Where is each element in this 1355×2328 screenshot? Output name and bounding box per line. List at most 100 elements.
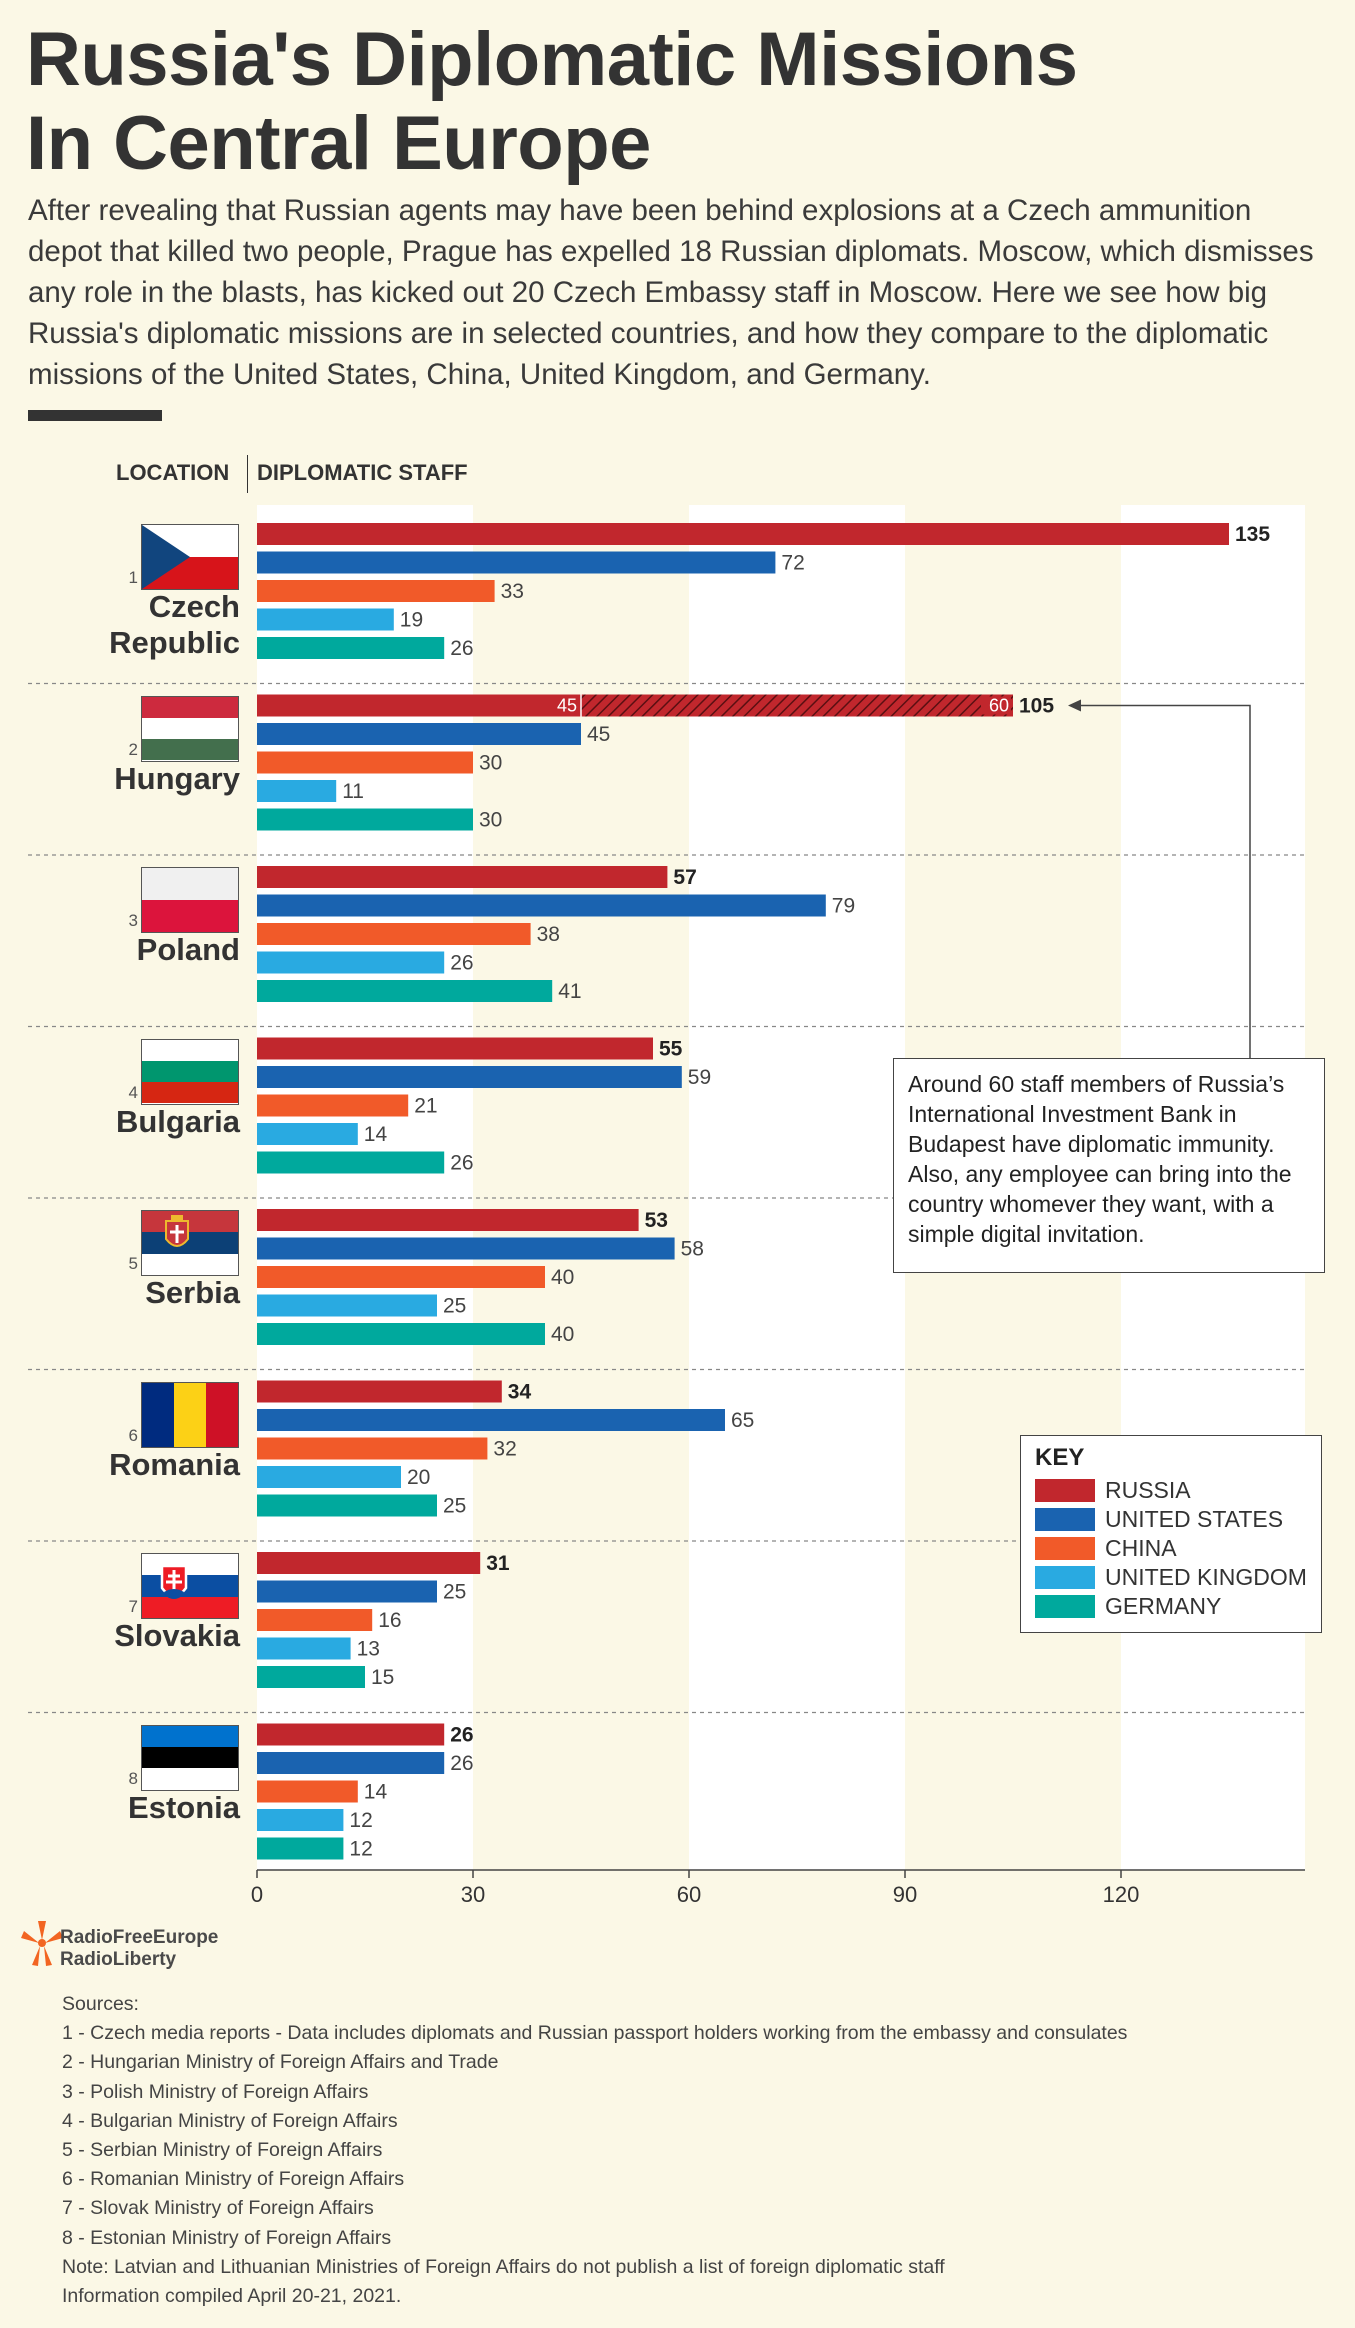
source-line: Sources: (62, 1993, 139, 2015)
x-tick-label: 90 (893, 1882, 917, 1907)
legend-label: UNITED KINGDOM (1105, 1564, 1307, 1590)
bar-poland-russia (257, 866, 668, 888)
flag-hungary-icon (142, 696, 238, 761)
bar-romania-germany (257, 1494, 437, 1517)
value-label-czech-republic-united-states: 72 (781, 552, 804, 575)
flag-slovakia-icon (142, 1554, 238, 1618)
bar-estonia-united-kingdom (257, 1809, 344, 1831)
bar-slovakia-russia (257, 1552, 481, 1574)
value-label-hungary-united-kingdom: 11 (342, 780, 364, 803)
legend-swatch (1035, 1537, 1095, 1560)
title-line-2: In Central Europe (26, 101, 651, 186)
bar-bulgaria-united-states (257, 1066, 682, 1088)
value-label-hungary-germany: 30 (479, 809, 502, 832)
legend-item-germany: GERMANY (1035, 1592, 1307, 1621)
bar-czech-republic-united-states (257, 551, 776, 574)
value-label-poland-china: 38 (537, 923, 560, 946)
source-line: 7 - Slovak Ministry of Foreign Affairs (62, 2197, 374, 2220)
logo-line-1: RadioFreeEurope (60, 1927, 219, 1948)
bar-romania-united-states (257, 1409, 725, 1431)
bar-serbia-united-states (257, 1237, 675, 1260)
value-label-bulgaria-russia: 55 (659, 1038, 683, 1061)
legend-title: KEY (1035, 1444, 1085, 1471)
source-line: Note: Latvian and Lithuanian Ministries … (62, 2255, 945, 2278)
value-label-hungary-russia: 105 (1019, 695, 1054, 718)
legend-swatch (1035, 1595, 1095, 1618)
country-number: 3 (128, 911, 138, 930)
bar-hungary-united-kingdom (257, 780, 337, 802)
country-name-estonia: Estonia (128, 1789, 240, 1825)
value-label-bulgaria-united-kingdom: 14 (364, 1123, 388, 1146)
header-divider (247, 455, 248, 493)
source-line: 1 - Czech media reports - Data includes … (62, 2022, 1128, 2045)
bar-bulgaria-united-kingdom (257, 1123, 358, 1145)
legend-swatch (1035, 1479, 1095, 1502)
value-label-estonia-united-kingdom: 12 (349, 1809, 372, 1832)
value-label-serbia-united-kingdom: 25 (443, 1295, 466, 1318)
country-name-poland: Poland (136, 932, 240, 967)
country-number: 7 (128, 1597, 138, 1616)
rferl-wordmark: RadioFreeEurope RadioLiberty (60, 1927, 218, 1971)
x-tick-label: 30 (461, 1882, 485, 1907)
bar-poland-united-kingdom (257, 951, 445, 974)
bar-hungary-germany (257, 808, 473, 831)
bar-romania-united-kingdom (257, 1466, 401, 1488)
country-name-bulgaria: Bulgaria (115, 1103, 240, 1139)
value-label-slovakia-united-kingdom: 13 (357, 1638, 380, 1661)
value-label-estonia-united-states: 26 (450, 1752, 473, 1775)
title-line-1: Russia's Diplomatic Missions (26, 17, 1078, 102)
staff-header: DIPLOMATIC STAFF (257, 460, 468, 485)
value-label-estonia-russia: 26 (450, 1724, 473, 1747)
bar-slovakia-china (257, 1609, 373, 1631)
bar-serbia-russia (257, 1209, 639, 1231)
value-label-serbia-china: 40 (551, 1266, 574, 1289)
bar-serbia-germany (257, 1323, 545, 1345)
value-label-romania-china: 32 (493, 1438, 516, 1461)
page-title: Russia's Diplomatic Missions In Central … (26, 18, 1326, 186)
bar-romania-russia (257, 1380, 502, 1403)
bar-estonia-united-states (257, 1752, 445, 1774)
bar-estonia-germany (257, 1837, 344, 1860)
country-number: 4 (128, 1082, 138, 1102)
country-name-romania: Romania (109, 1446, 240, 1482)
country-name-slovakia: Slovakia (114, 1618, 240, 1653)
value-label-bulgaria-united-states: 59 (688, 1066, 711, 1089)
bar-hungary-china (257, 751, 473, 774)
legend-swatch (1035, 1508, 1095, 1531)
bar-slovakia-germany (257, 1666, 365, 1688)
bar-hungary-russia-investment-bank (581, 694, 1013, 717)
logo-line-2: RadioLiberty (60, 1949, 177, 1970)
value-label-poland-germany: 41 (558, 980, 581, 1003)
value-label-romania-russia: 34 (508, 1381, 532, 1404)
callout-line (1078, 704, 1251, 1058)
bar-chart: 45 60 13572331926105453011305779382641555… (28, 505, 1305, 1907)
legend-swatch (1035, 1566, 1095, 1589)
value-label-poland-united-states: 79 (832, 895, 855, 918)
flag-romania-icon (142, 1382, 238, 1447)
value-label-slovakia-united-states: 25 (443, 1581, 466, 1604)
country-name-czech-republic: Czech Republic (109, 589, 240, 660)
bar-serbia-china (257, 1266, 545, 1288)
country-name-hungary: Hungary (114, 760, 240, 796)
x-tick-label: 0 (251, 1882, 263, 1907)
legend: KEY RUSSIA UNITED STATES CHINA UNITED KINGD… (1020, 1435, 1322, 1633)
legend-item-united-kingdom: UNITED KINGDOM (1035, 1563, 1307, 1592)
bar-poland-germany (257, 980, 553, 1002)
bar-hungary-united-states (257, 723, 581, 745)
bar-poland-china (257, 923, 531, 945)
bar-czech-republic-germany (257, 637, 445, 659)
legend-item-china: CHINA (1035, 1534, 1307, 1563)
hungary-bank-label-bg (981, 696, 1011, 715)
hungary-bank-label: 60 (989, 696, 1009, 716)
bar-poland-united-states (257, 894, 826, 917)
callout-arrowhead (1068, 699, 1081, 712)
value-label-estonia-germany: 12 (349, 1838, 372, 1861)
source-line: 2 - Hungarian Ministry of Foreign Affair… (62, 2051, 499, 2074)
source-line: 8 - Estonian Ministry of Foreign Affairs (62, 2226, 392, 2249)
legend-item-russia: RUSSIA (1035, 1476, 1307, 1505)
flag-estonia-icon (142, 1725, 238, 1790)
location-header: LOCATION (116, 460, 230, 485)
country-number: 2 (128, 739, 138, 759)
value-label-czech-republic-china: 33 (501, 580, 524, 603)
value-label-slovakia-germany: 15 (371, 1666, 394, 1689)
